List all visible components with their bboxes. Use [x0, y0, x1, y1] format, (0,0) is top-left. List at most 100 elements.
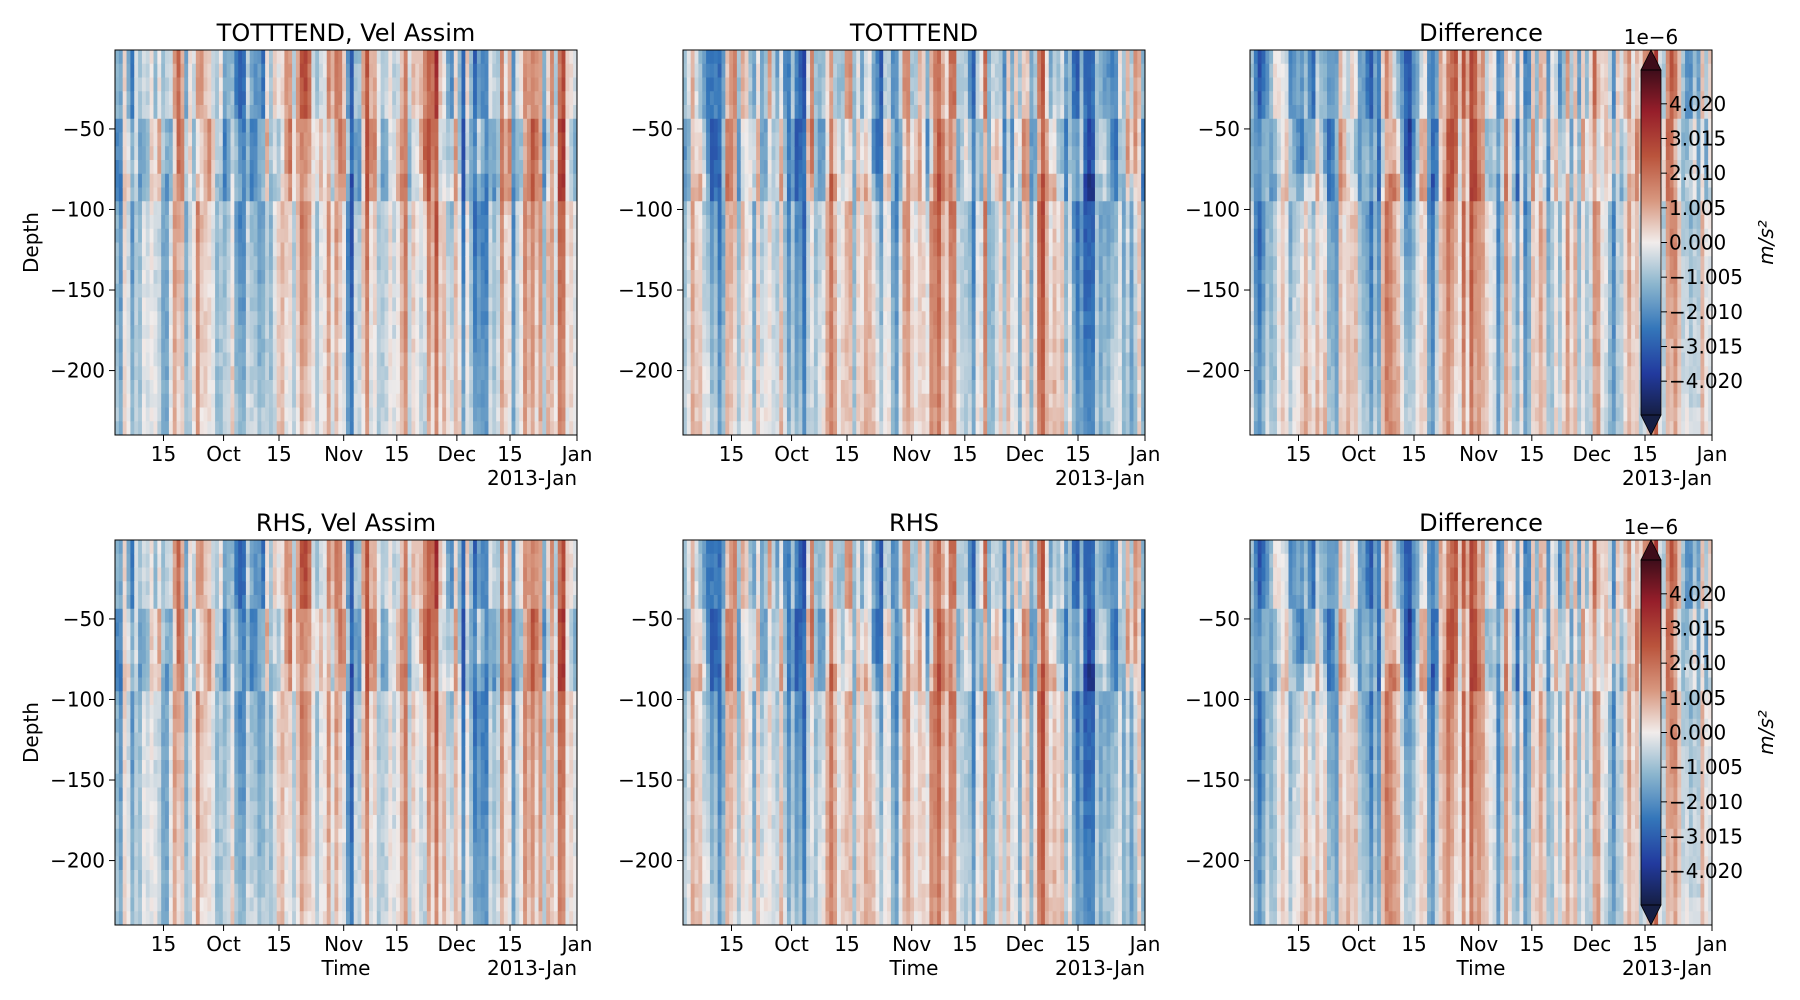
heatmap-cell: [265, 160, 270, 175]
heatmap-cell: [561, 187, 567, 202]
heatmap-cell: [172, 201, 178, 216]
heatmap-cell: [118, 421, 124, 435]
heatmap-cell: [833, 421, 838, 435]
heatmap-cell: [218, 173, 224, 189]
heatmap-cell: [322, 325, 328, 340]
heatmap-cell: [353, 380, 359, 395]
heatmap-cell: [357, 297, 362, 312]
heatmap-cell: [272, 63, 278, 79]
heatmap-cell: [511, 50, 516, 65]
heatmap-cell: [446, 311, 451, 326]
heatmap-cell: [767, 242, 773, 257]
heatmap-cell: [702, 228, 707, 244]
heatmap-cell: [303, 283, 309, 299]
heatmap-cell: [430, 132, 436, 147]
heatmap-cell: [840, 77, 846, 92]
heatmap-cell: [484, 132, 490, 147]
heatmap-cell: [465, 366, 470, 381]
heatmap-cell: [898, 297, 904, 312]
heatmap-cell: [875, 50, 880, 65]
heatmap-cell: [538, 91, 543, 106]
heatmap-cell: [411, 105, 416, 120]
heatmap-cell: [384, 270, 389, 285]
heatmap-cell: [802, 118, 807, 134]
heatmap-cell: [215, 366, 220, 381]
heatmap-cell: [449, 77, 455, 92]
heatmap-cell: [519, 160, 524, 175]
heatmap-cell: [810, 187, 815, 202]
heatmap-cell: [694, 242, 699, 257]
heatmap-cell: [403, 352, 409, 367]
heatmap-cell: [519, 393, 524, 409]
heatmap-cell: [419, 283, 424, 299]
heatmap-cell: [706, 297, 711, 312]
heatmap-cell: [561, 311, 567, 326]
heatmap-cell: [215, 242, 220, 257]
heatmap-cell: [141, 352, 147, 367]
heatmap-cell: [361, 256, 366, 271]
heatmap-cell: [238, 105, 243, 120]
heatmap-cell: [184, 201, 189, 216]
heatmap-cell: [315, 228, 320, 244]
heatmap-cell: [388, 325, 393, 340]
heatmap-cell: [280, 91, 285, 106]
heatmap-cell: [353, 297, 359, 312]
heatmap-cell: [694, 297, 699, 312]
heatmap-cell: [806, 132, 811, 147]
heatmap-cell: [376, 63, 382, 79]
heatmap-cell: [168, 50, 174, 65]
heatmap-cell: [161, 63, 166, 79]
heatmap-cell: [848, 228, 853, 244]
heatmap-cell: [542, 407, 547, 422]
heatmap-cell: [180, 228, 185, 244]
heatmap-cell: [690, 366, 696, 381]
heatmap-cell: [384, 77, 389, 92]
heatmap-cell: [203, 352, 208, 367]
heatmap-cell: [176, 228, 182, 244]
heatmap-cell: [115, 242, 120, 257]
heatmap-cell: [199, 311, 205, 326]
heatmap-cell: [744, 173, 750, 189]
heatmap-cell: [698, 242, 703, 257]
heatmap-cell: [453, 77, 459, 92]
heatmap-cell: [295, 228, 301, 244]
heatmap-cell: [748, 270, 753, 285]
heatmap-cell: [419, 77, 424, 92]
heatmap-cell: [269, 256, 274, 271]
heatmap-cell: [806, 228, 811, 244]
heatmap-cell: [798, 173, 803, 189]
heatmap-cell: [180, 366, 185, 381]
heatmap-cell: [500, 77, 505, 92]
heatmap-cell: [810, 118, 815, 134]
heatmap-cell: [825, 366, 830, 381]
heatmap-cell: [810, 77, 815, 92]
heatmap-cell: [307, 297, 312, 312]
heatmap-cell: [898, 338, 904, 354]
heatmap-cell: [511, 105, 516, 120]
heatmap-cell: [500, 173, 505, 189]
heatmap-cell: [860, 256, 865, 271]
heatmap-cell: [875, 63, 880, 79]
heatmap-cell: [392, 187, 397, 202]
heatmap-cell: [713, 105, 719, 120]
heatmap-cell: [469, 105, 474, 120]
heatmap-cell: [810, 380, 815, 395]
heatmap-cell: [449, 297, 455, 312]
heatmap-cell: [234, 77, 239, 92]
heatmap-cell: [760, 352, 765, 367]
heatmap-cell: [476, 146, 482, 161]
heatmap-cell: [902, 146, 907, 161]
heatmap-cell: [396, 421, 401, 435]
heatmap-cell: [365, 256, 370, 271]
heatmap-cell: [203, 366, 208, 381]
heatmap-cell: [523, 283, 528, 299]
heatmap-cell: [126, 228, 131, 244]
heatmap-cell: [192, 242, 197, 257]
heatmap-cell: [729, 146, 734, 161]
heatmap-cell: [303, 393, 309, 409]
heatmap-cell: [180, 187, 185, 202]
heatmap-cell: [218, 63, 224, 79]
heatmap-cell: [222, 63, 228, 79]
heatmap-cell: [573, 91, 577, 106]
heatmap-cell: [115, 283, 120, 299]
